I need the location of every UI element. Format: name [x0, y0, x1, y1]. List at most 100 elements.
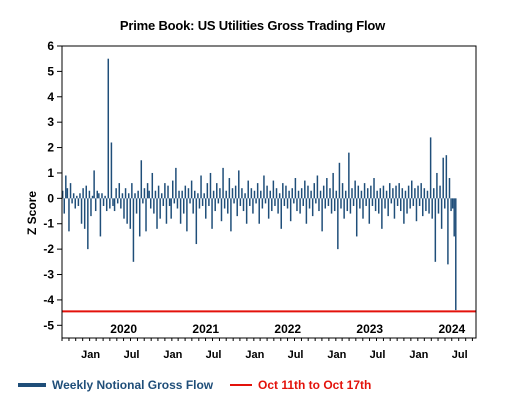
bar	[406, 198, 408, 214]
bar	[238, 170, 240, 199]
bar	[146, 183, 149, 199]
bar	[422, 198, 424, 217]
bar	[437, 198, 440, 214]
bar	[398, 183, 400, 199]
bar	[308, 198, 311, 209]
bar	[256, 183, 259, 199]
x-year-label: 2023	[356, 322, 383, 336]
bar	[365, 198, 367, 206]
bar	[63, 198, 65, 214]
bar	[241, 188, 243, 199]
bar	[385, 190, 388, 199]
bar	[434, 198, 437, 262]
bar	[362, 198, 364, 219]
bar	[93, 170, 95, 199]
bar	[239, 198, 242, 206]
bar	[423, 188, 426, 199]
bar	[280, 198, 282, 229]
bar	[170, 198, 172, 219]
bar	[415, 198, 418, 222]
bar	[414, 188, 416, 199]
bar	[172, 180, 174, 199]
bar	[225, 190, 227, 199]
bar	[178, 190, 180, 199]
bar	[442, 157, 444, 199]
bar	[288, 190, 290, 199]
bars-group	[61, 58, 457, 311]
bar	[379, 188, 382, 199]
bar	[132, 198, 135, 262]
bar	[118, 183, 121, 199]
bar	[79, 193, 81, 199]
bar	[355, 198, 358, 237]
bar	[451, 198, 454, 209]
bar	[316, 175, 319, 199]
bar	[311, 198, 314, 217]
bar	[450, 198, 452, 212]
bar	[297, 190, 300, 199]
x-month-label: Jan	[163, 349, 182, 361]
y-tick-label: 4	[47, 90, 54, 104]
bar	[271, 198, 273, 212]
bar	[299, 198, 301, 214]
x-month-label: Jul	[124, 349, 140, 361]
bar	[145, 198, 147, 232]
bar	[322, 185, 325, 199]
bar	[198, 198, 201, 209]
bar	[332, 172, 334, 199]
bar	[228, 178, 231, 199]
bar	[173, 198, 176, 204]
plot-frame	[61, 45, 477, 339]
bar	[69, 183, 72, 199]
bar	[138, 198, 141, 237]
bar	[131, 183, 133, 199]
bar	[121, 193, 124, 199]
bar	[401, 188, 404, 199]
y-axis-label: Z Score	[25, 191, 39, 235]
bar	[368, 198, 371, 224]
bar	[212, 190, 215, 199]
bar	[261, 198, 264, 209]
legend-item-reference: Oct 11th to Oct 17th	[230, 378, 371, 392]
legend-item-flow: Weekly Notional Gross Flow	[18, 378, 213, 392]
bar	[134, 193, 136, 199]
bar	[274, 198, 276, 206]
bar	[258, 198, 260, 224]
bar	[65, 175, 67, 199]
bar	[346, 198, 349, 212]
bar	[203, 193, 205, 199]
bar	[444, 198, 446, 209]
bar	[357, 185, 360, 199]
legend-label-flow: Weekly Notional Gross Flow	[52, 378, 214, 392]
bar	[307, 185, 309, 199]
bar	[338, 162, 341, 199]
legend-swatch-flow	[18, 383, 46, 387]
bar	[315, 198, 317, 204]
bar	[87, 198, 89, 250]
bar	[206, 183, 209, 199]
bar	[245, 198, 248, 224]
bar	[102, 198, 105, 206]
bar	[349, 198, 352, 214]
bar	[335, 190, 338, 199]
bar	[115, 188, 117, 199]
bar	[88, 190, 91, 199]
bar	[250, 188, 253, 199]
bar	[184, 185, 187, 199]
bar	[289, 198, 292, 222]
bar	[242, 198, 245, 212]
bar	[181, 190, 183, 199]
bar	[99, 198, 102, 237]
bar	[149, 198, 152, 209]
bar	[231, 188, 234, 199]
bar	[200, 175, 202, 199]
bar	[90, 198, 92, 217]
bar	[381, 198, 383, 229]
bar	[190, 180, 193, 199]
y-tick-label: 5	[47, 64, 54, 78]
bar	[396, 198, 399, 206]
bar	[249, 198, 251, 206]
bar	[266, 185, 268, 199]
bar	[123, 198, 125, 219]
